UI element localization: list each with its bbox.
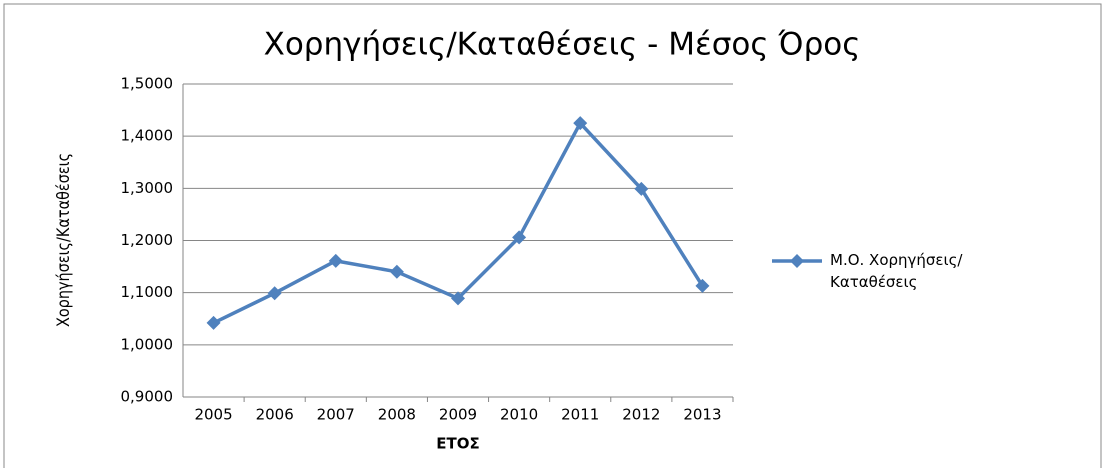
y-tick-label: 1,3000	[121, 179, 174, 197]
chart-title: Χορηγήσεις/Καταθέσεις - Μέσος Όρος	[264, 27, 861, 63]
y-tick-label: 1,1000	[121, 283, 174, 301]
point-marker	[206, 315, 221, 330]
y-axis-label: Χορηγήσεις/Καταθέσεις	[53, 153, 73, 327]
y-tick-label: 1,4000	[121, 127, 174, 145]
y-tick-label: 0,9000	[121, 388, 174, 406]
x-tick-label: 2007	[317, 406, 355, 424]
y-tick-label: 1,5000	[121, 75, 174, 93]
y-tick-label: 1,0000	[121, 335, 174, 353]
x-tick-label: 2009	[439, 406, 477, 424]
point-marker	[451, 291, 465, 306]
x-tick-label: 2013	[683, 406, 721, 424]
x-tick-label: 2010	[500, 406, 538, 424]
point-marker	[267, 286, 282, 301]
x-tick-label: 2011	[561, 406, 599, 424]
point-marker	[512, 230, 527, 245]
point-marker	[328, 253, 343, 268]
x-tick-label: 2005	[194, 406, 232, 424]
x-tick-label: 2008	[378, 406, 416, 424]
x-tick-label: 2006	[256, 406, 294, 424]
legend-marker	[790, 254, 804, 268]
point-marker	[389, 264, 404, 279]
x-axis-label: ΕΤΟΣ	[436, 435, 479, 453]
point-marker	[695, 278, 710, 293]
point-marker	[573, 116, 588, 131]
legend-label: Μ.Ο. Χορηγήσεις/Καταθέσεις	[830, 251, 963, 291]
point-marker	[634, 181, 649, 196]
x-tick-label: 2012	[622, 406, 660, 424]
chart-border	[3, 3, 1102, 468]
y-tick-label: 1,2000	[121, 231, 174, 249]
